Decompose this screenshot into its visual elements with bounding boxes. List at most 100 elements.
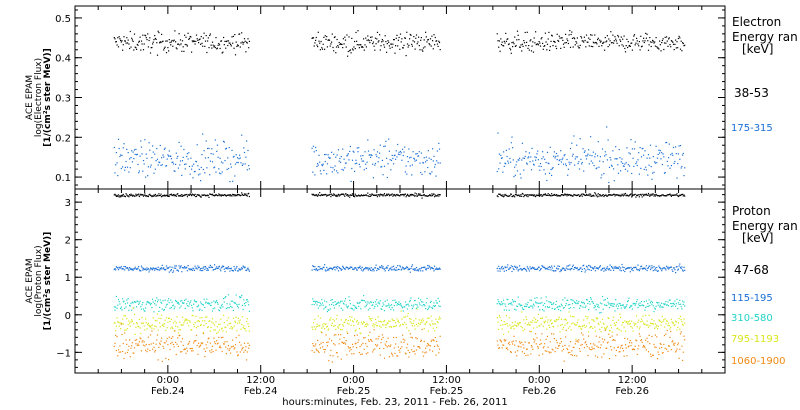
- data-point: [656, 336, 658, 338]
- data-point: [527, 354, 529, 356]
- data-point: [437, 297, 439, 299]
- data-point: [356, 40, 358, 42]
- data-point: [354, 307, 356, 309]
- data-point: [186, 193, 188, 196]
- data-point: [503, 40, 505, 42]
- data-point: [519, 46, 521, 48]
- data-point: [208, 47, 210, 49]
- data-point: [576, 355, 578, 357]
- data-point: [600, 331, 602, 333]
- data-point: [620, 195, 622, 197]
- data-point: [590, 45, 592, 47]
- data-point: [516, 30, 519, 32]
- data-point: [561, 350, 563, 352]
- data-point: [344, 298, 347, 300]
- data-point: [541, 317, 543, 319]
- data-point: [438, 148, 441, 150]
- data-point: [218, 193, 220, 195]
- data-point: [649, 194, 652, 196]
- data-point: [173, 170, 175, 172]
- data-point: [236, 330, 238, 332]
- data-point: [245, 193, 247, 195]
- data-point: [326, 269, 328, 271]
- data-point: [675, 272, 677, 274]
- data-point: [624, 306, 627, 308]
- data-point: [120, 306, 122, 308]
- data-point: [367, 139, 369, 141]
- data-point: [598, 166, 600, 168]
- data-point: [607, 317, 609, 319]
- data-point: [117, 349, 120, 351]
- data-point: [546, 151, 549, 153]
- data-point: [511, 341, 513, 343]
- data-point: [511, 304, 513, 306]
- data-point: [371, 317, 373, 320]
- data-point: [584, 342, 586, 344]
- data-point: [141, 267, 143, 269]
- data-point: [575, 156, 577, 158]
- data-point: [539, 169, 541, 171]
- data-point: [497, 40, 499, 42]
- data-point: [598, 306, 600, 308]
- data-point: [219, 195, 221, 197]
- data-point: [436, 302, 438, 304]
- data-point: [655, 145, 657, 147]
- data-point: [539, 268, 542, 270]
- data-point: [121, 322, 123, 325]
- data-point: [225, 326, 227, 328]
- data-point: [418, 346, 420, 348]
- data-point: [365, 267, 367, 269]
- data-point: [230, 352, 232, 354]
- data-point: [647, 154, 650, 156]
- data-point: [428, 157, 430, 159]
- data-point: [175, 325, 177, 327]
- data-point: [382, 174, 384, 176]
- data-point: [136, 339, 138, 341]
- data-point: [613, 305, 615, 307]
- data-point: [213, 329, 215, 331]
- data-point: [636, 269, 638, 271]
- data-point: [406, 266, 408, 268]
- data-point: [119, 303, 121, 305]
- data-point: [207, 37, 209, 39]
- legend-series-label: 175-315: [731, 123, 773, 134]
- data-point: [328, 194, 331, 196]
- data-point: [521, 304, 523, 306]
- data-point: [552, 45, 554, 47]
- data-point: [610, 31, 612, 33]
- data-point: [395, 37, 397, 39]
- data-point: [532, 267, 535, 270]
- data-point: [657, 47, 659, 49]
- data-point: [173, 308, 175, 310]
- data-point: [598, 195, 600, 197]
- data-point: [312, 265, 315, 268]
- data-point: [324, 154, 326, 156]
- data-point: [636, 161, 638, 163]
- data-point: [665, 195, 667, 197]
- data-point: [339, 323, 341, 325]
- data-point: [413, 158, 416, 160]
- data-point: [633, 35, 635, 37]
- data-point: [581, 332, 583, 334]
- data-point: [204, 320, 206, 322]
- data-point: [314, 318, 316, 320]
- data-point: [654, 269, 656, 271]
- data-point: [119, 155, 121, 158]
- data-point: [562, 157, 564, 159]
- data-point: [532, 194, 534, 196]
- data-point: [611, 305, 613, 307]
- data-point: [416, 338, 418, 340]
- data-point: [590, 269, 592, 271]
- data-point: [367, 334, 370, 337]
- data-point: [616, 303, 618, 305]
- data-point: [658, 195, 660, 197]
- data-point: [399, 265, 401, 267]
- data-point: [567, 194, 569, 196]
- data-point: [530, 194, 532, 196]
- data-point: [234, 34, 236, 36]
- data-point: [647, 40, 649, 42]
- data-point: [573, 135, 575, 137]
- data-point: [501, 303, 503, 305]
- data-point: [656, 270, 659, 272]
